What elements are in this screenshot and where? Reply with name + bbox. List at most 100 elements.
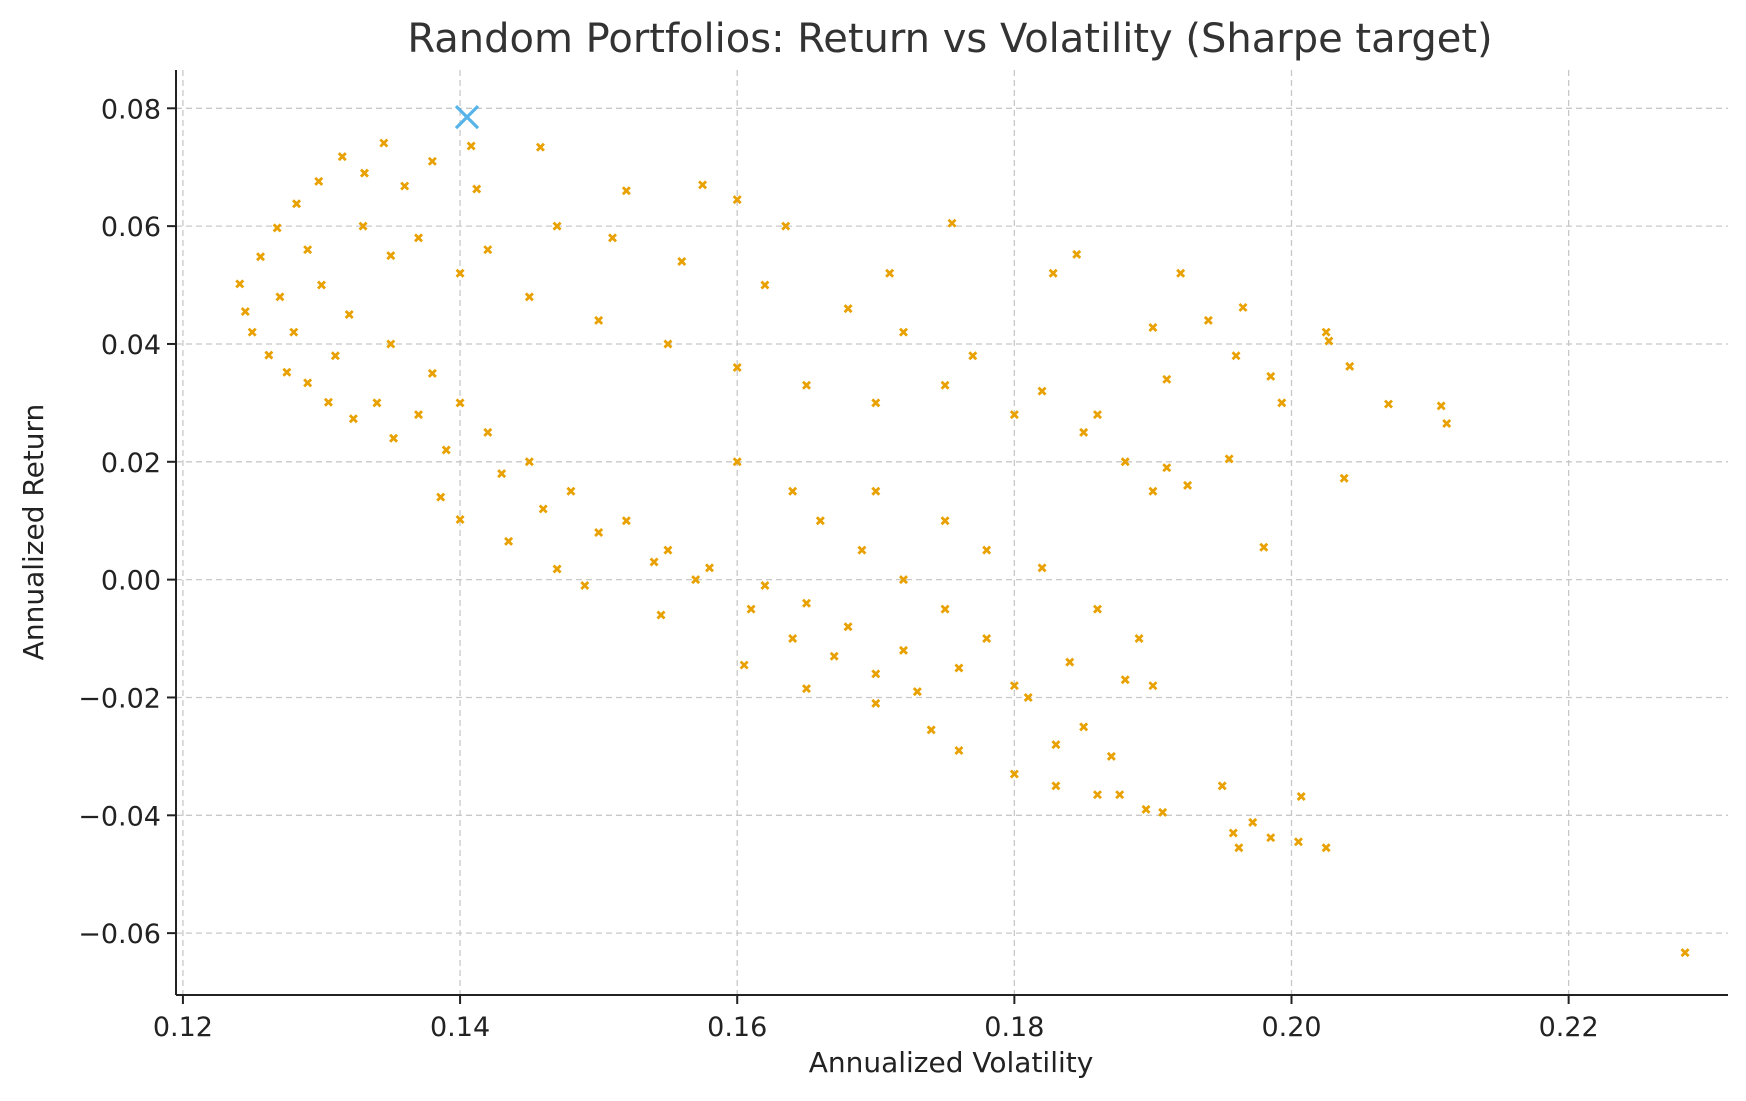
data-points (235, 105, 1690, 958)
portfolio-point (504, 536, 514, 546)
portfolio-point (524, 457, 534, 467)
portfolio-point (1009, 410, 1019, 420)
portfolio-point (1134, 634, 1144, 644)
portfolio-point (1266, 371, 1276, 381)
portfolio-point (455, 268, 465, 278)
portfolio-point (1148, 322, 1158, 332)
portfolio-point (379, 138, 389, 148)
portfolio-point (282, 367, 292, 377)
portfolio-point (926, 725, 936, 735)
portfolio-point (466, 141, 476, 151)
x-tick-label: 0.18 (984, 1012, 1044, 1043)
y-tick-label: 0.06 (101, 212, 161, 243)
portfolio-point (1266, 833, 1276, 843)
portfolio-point (524, 292, 534, 302)
portfolio-point (656, 610, 666, 620)
portfolio-point (1141, 804, 1151, 814)
portfolio-point (1009, 681, 1019, 691)
portfolio-point (414, 410, 423, 420)
portfolio-point (705, 563, 714, 573)
portfolio-point (240, 307, 250, 317)
portfolio-point (235, 279, 245, 289)
portfolio-point (899, 327, 908, 337)
portfolio-point (386, 251, 396, 261)
portfolio-point (739, 660, 749, 670)
portfolio-point (746, 604, 756, 614)
portfolio-point (1162, 374, 1172, 384)
y-tick-label: −0.04 (78, 801, 161, 832)
portfolio-point (1120, 675, 1130, 685)
portfolio-point (1158, 807, 1168, 817)
y-tick-label: 0.00 (101, 566, 161, 597)
portfolio-point (1115, 790, 1125, 800)
portfolio-point (1037, 563, 1047, 573)
portfolio-point (1183, 480, 1193, 490)
portfolio-point (857, 545, 867, 555)
portfolio-point (947, 218, 957, 228)
chart-title: Random Portfolios: Return vs Volatility … (407, 16, 1492, 62)
portfolio-point (982, 634, 992, 644)
portfolio-point (1148, 486, 1158, 496)
portfolio-point (1023, 692, 1033, 702)
portfolio-point (314, 176, 324, 186)
portfolio-point (389, 433, 399, 443)
portfolio-point (621, 516, 631, 526)
portfolio-point (1203, 315, 1213, 325)
portfolio-point (1037, 386, 1047, 396)
portfolio-point (289, 327, 299, 337)
portfolio-point (1048, 268, 1058, 278)
portfolio-point (1009, 769, 1019, 779)
y-axis-title: Annualized Return (17, 404, 50, 661)
portfolio-point (358, 221, 368, 231)
portfolio-point (1238, 302, 1248, 312)
portfolio-point (483, 245, 493, 255)
portfolio-point (829, 651, 839, 661)
portfolio-point (1106, 751, 1116, 761)
portfolio-point (1093, 604, 1102, 614)
portfolio-point (1248, 817, 1258, 827)
portfolio-point (802, 684, 811, 694)
portfolio-point (303, 245, 313, 255)
grid-lines (176, 70, 1728, 995)
portfolio-point (1065, 657, 1075, 667)
x-tick-label: 0.12 (153, 1012, 213, 1043)
y-tick-label: 0.02 (101, 448, 161, 479)
portfolio-point (1324, 336, 1334, 346)
portfolio-point (455, 515, 465, 525)
portfolio-point (940, 516, 950, 526)
portfolio-point (1120, 457, 1130, 467)
portfolio-point (292, 199, 302, 209)
portfolio-point (760, 280, 770, 290)
y-tick-label: −0.06 (78, 919, 161, 950)
portfolio-point (940, 604, 950, 614)
portfolio-point (871, 669, 881, 679)
portfolio-point (323, 397, 333, 407)
portfolio-point (940, 380, 950, 390)
portfolio-point (1234, 843, 1244, 853)
portfolio-point (275, 292, 285, 302)
portfolio-point (732, 195, 742, 205)
portfolio-point (317, 280, 326, 290)
portfolio-point (256, 252, 266, 262)
portfolio-point (483, 427, 493, 437)
portfolio-point (1296, 791, 1306, 801)
y-axis-ticks: 0.08 0.06 0.04 0.02 0.00 −0.02 −0.04 −0.06 (78, 94, 176, 950)
portfolio-point (344, 310, 354, 319)
portfolio-point (303, 378, 313, 388)
portfolio-point (538, 504, 548, 514)
y-tick-label: 0.08 (101, 94, 161, 125)
portfolio-point (802, 380, 811, 390)
portfolio-point (1224, 454, 1234, 464)
portfolio-point (1339, 473, 1349, 483)
portfolio-point (1217, 781, 1227, 791)
portfolio-point (386, 339, 396, 349)
highlight-portfolio-marker (454, 105, 480, 130)
portfolio-point (330, 351, 340, 361)
portfolio-point (1436, 401, 1446, 411)
y-tick-label: 0.04 (101, 330, 161, 361)
portfolio-point (788, 486, 798, 496)
portfolio-point (427, 156, 437, 166)
portfolio-point (677, 256, 687, 266)
portfolio-point (885, 268, 895, 278)
